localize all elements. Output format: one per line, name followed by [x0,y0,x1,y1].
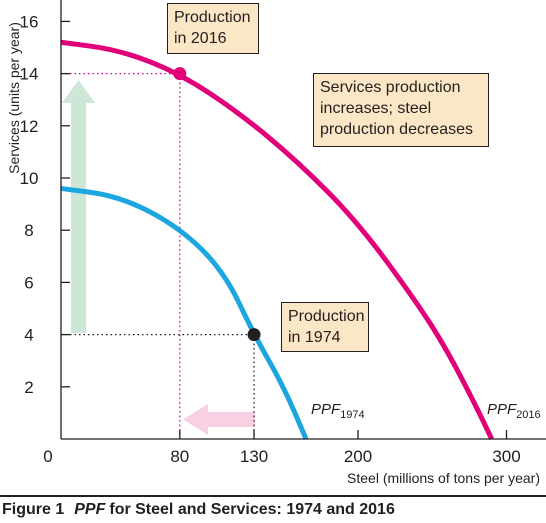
production-2016-callout-line-1: Production [174,9,251,26]
axis-ticks: 2 4 6 8 10 12 14 16 0 80 130 200 300 [20,12,521,466]
production-1974-callout-line-2: in 1974 [288,329,341,346]
axes [60,0,546,440]
caption-ppf-word: PPF [74,501,106,518]
y-tick-label-12: 12 [20,117,39,136]
ppf-1974-label-main: PPF [311,401,341,418]
production-1974-callout: Production in 1974 [281,302,369,352]
y-tick-label-8: 8 [24,221,33,240]
caption-rule [0,495,546,497]
shift-explanation-line-3: production decreases [320,121,473,138]
shift-explanation-line-2: increases; steel [320,100,432,117]
ppf-2016-label-main: PPF [487,401,517,418]
x-tick-label-300: 300 [492,447,520,466]
ppf-1974-label-sub: 1974 [340,409,364,421]
y-axis-title: Services (units per year) [6,22,22,174]
x-tick-label-0: 0 [43,447,52,466]
y-tick-label-4: 4 [24,326,33,345]
caption-rest: for Steel and Services: 1974 and 2016 [109,501,395,518]
y-tick-label-2: 2 [24,378,33,397]
ppf1974-curve [60,185,309,440]
y-tick-label-10: 10 [20,169,39,188]
steel-decrease-arrow [183,404,255,435]
production-2016-callout: Production in 2016 [167,3,259,54]
figure-caption: Figure 1 PPF for Steel and Services: 1974 … [0,495,546,523]
x-tick-label-130: 130 [240,447,268,466]
x-tick-label-200: 200 [344,447,372,466]
guide-lines [61,72,255,439]
caption-text: Figure 1 PPF for Steel and Services: 1974 … [2,501,395,519]
ppf-curves [60,39,494,441]
production-2016-callout-line-2: in 2016 [174,30,227,47]
ppf-2016-label-sub: 2016 [516,409,540,421]
ppf2016-curve [60,39,494,441]
production-1974-callout-line-1: Production [288,308,365,325]
ppf-chart: 2 4 6 8 10 12 14 16 0 80 130 200 300 Steel (millions… [6,0,546,486]
ppf-2016-label: PPF2016 [487,401,541,421]
ppf-1974-label: PPF1974 [311,401,365,421]
production-points [173,67,261,342]
y-tick-label-16: 16 [20,12,39,31]
y-tick-label-14: 14 [20,65,39,84]
production-in-2016-point [173,67,187,81]
x-axis-title: Steel (millions of tons per year) [347,470,540,486]
shift-explanation-note: Services production increases; steel pro… [313,73,489,147]
shift-explanation-line-1: Services production [320,79,461,96]
services-increase-arrow [62,80,95,333]
shift-arrows [62,80,255,435]
caption-figure-number: Figure 1 [2,501,65,518]
x-tick-label-80: 80 [170,447,189,466]
y-tick-label-6: 6 [24,273,33,292]
production-in-1974-point [247,328,261,342]
